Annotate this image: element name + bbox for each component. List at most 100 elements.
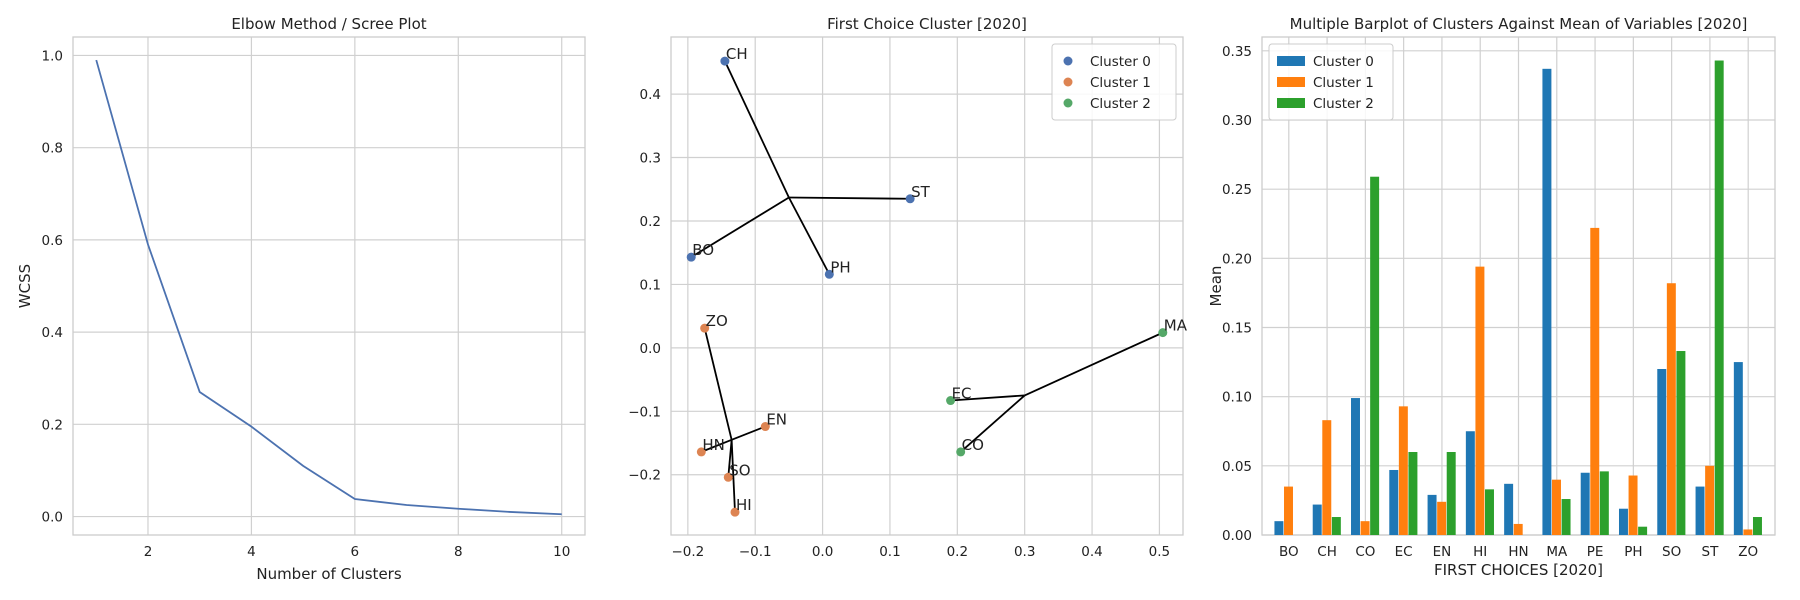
bar [1743,529,1753,535]
y-tick-label: −0.1 [628,404,661,420]
scatter-point [956,447,966,457]
x-axis-label: FIRST CHOICES [2020] [1434,561,1603,579]
point-label: SO [729,461,750,479]
bar [1360,521,1370,535]
cluster-scatter-panel: −0.2 −0.1 0.0 0.1 0.2 0.3 0.4 0.5 −0.2 −0.1 0.0 0.1… [628,15,1188,560]
x-tick-label: BO [1279,544,1299,560]
centroid-link-line [950,394,1025,402]
legend-marker [1063,77,1073,87]
scatter-point [905,194,915,204]
legend-marker [1063,98,1073,108]
x-tick-label: 2 [144,544,153,560]
bar [1580,472,1590,535]
y-tick-label: 0.30 [1222,113,1252,129]
legend-label: Cluster 0 [1313,54,1374,70]
x-tick-label: 0.2 [947,544,968,560]
x-tick-label: EC [1395,544,1413,560]
centroid-link-line [731,425,766,441]
centroid-link-line [960,394,1026,453]
x-tick-label: 6 [351,544,360,560]
y-tick-label: 0.3 [640,151,661,167]
bar [1551,479,1561,535]
centroid-link-line [730,439,736,513]
y-tick-label: −0.2 [628,468,661,484]
bar [1666,283,1676,535]
x-tick-label: CO [1355,544,1375,560]
cluster-barplot-panel: BO CH CO EC EN HI HN MA PE PH SO ST ZO 0.00 0.05 0.10 0.… [1207,15,1776,579]
bar [1733,362,1743,535]
scatter-point [760,422,770,432]
y-tick-label: 0.4 [42,325,63,341]
legend-label: Cluster 1 [1090,75,1151,91]
bar [1676,351,1686,535]
point-label: HN [702,436,725,454]
bar [1542,68,1552,536]
legend-swatch [1277,77,1305,87]
bar [1628,475,1638,535]
bar [1351,398,1360,535]
bar [1485,489,1494,535]
bar [1322,420,1332,535]
x-tick-label: −0.2 [671,544,704,560]
y-tick-label: 0.10 [1222,390,1252,406]
x-tick-label: CH [1317,544,1337,560]
x-tick-label: 4 [247,544,256,560]
scatter-point [696,447,706,457]
y-axis-label: WCSS [16,264,34,308]
bar [1331,517,1341,535]
x-tick-label: PH [1624,544,1642,560]
point-label: PH [830,258,850,276]
bar [1398,406,1408,535]
scatter-point [723,472,733,482]
scatter-point [824,269,834,279]
bar [1513,523,1523,535]
point-label: MA [1164,317,1188,335]
bar [1465,431,1475,535]
y-tick-label: 0.1 [640,277,661,293]
point-label: EN [766,411,787,429]
y-tick-label: 0.4 [640,87,661,103]
y-tick-label: 1.0 [42,48,63,64]
x-axis-label: Number of Clusters [256,565,401,583]
chart-title: Elbow Method / Scree Plot [231,15,426,33]
centroid-link-line [724,60,790,198]
legend-label: Cluster 2 [1090,96,1151,112]
wcss-line [95,59,562,516]
x-tick-label: 0.1 [879,544,900,560]
scatter-point [730,507,740,517]
point-label: CH [726,45,748,63]
bar [1427,494,1437,535]
legend-label: Cluster 0 [1090,54,1151,70]
scatter-point [1158,328,1168,338]
centroid-link-line [703,327,733,441]
x-tick-label: 10 [553,544,570,560]
centroid-link-line [1024,331,1164,397]
bar [1274,521,1284,535]
point-label: CO [962,436,984,454]
bar [1284,486,1293,535]
x-tick-label: MA [1546,544,1568,560]
bar [1695,486,1705,535]
point-label: HI [736,496,752,514]
x-tick-label: PE [1587,544,1604,560]
point-label: ST [911,183,931,201]
scatter-point [946,396,956,406]
x-tick-label: EN [1433,544,1452,560]
y-tick-label: 0.2 [640,214,661,230]
y-tick-label: 0.25 [1222,182,1252,198]
scatter-point [720,56,730,66]
point-label: BO [692,241,714,259]
y-axis-label: Mean [1207,266,1225,307]
bar [1714,60,1724,536]
y-tick-label: 0.35 [1222,44,1252,60]
x-tick-label: 0.3 [1014,544,1035,560]
x-tick-label: 0.0 [812,544,833,560]
centroid-link-line [788,197,831,275]
legend-label: Cluster 2 [1313,96,1374,112]
scatter-point [686,252,696,262]
bar [1475,266,1485,535]
x-tick-label: ZO [1738,544,1758,560]
bar [1437,501,1447,535]
centroid-link-line [700,439,732,453]
